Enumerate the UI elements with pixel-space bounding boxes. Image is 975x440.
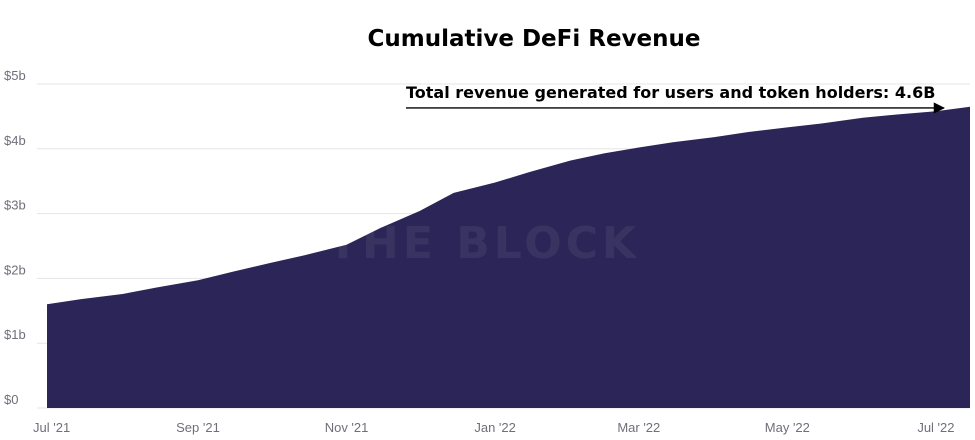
series-area: [47, 106, 970, 408]
y-tick-label: $2b: [4, 262, 26, 277]
y-tick-label: $1b: [4, 327, 26, 342]
y-tick-label: $3b: [4, 198, 26, 213]
x-tick-label: May '22: [765, 420, 810, 435]
y-tick-label: $5b: [4, 68, 26, 83]
y-tick-label: $4b: [4, 133, 26, 148]
watermark: THE BLOCK: [328, 218, 640, 269]
x-tick-label: Jul '22: [917, 420, 954, 435]
x-tick-label: Jan '22: [474, 420, 516, 435]
x-tick-label: Mar '22: [617, 420, 660, 435]
y-axis: $0 $1b $2b $3b $4b $5b: [4, 68, 26, 407]
x-axis: Jul '21 Sep '21 Nov '21 Jan '22 Mar '22 May '…: [33, 420, 954, 435]
x-tick-label: Sep '21: [176, 420, 220, 435]
chart-title: Cumulative DeFi Revenue: [367, 26, 700, 52]
x-tick-label: Nov '21: [325, 420, 369, 435]
x-tick-label: Jul '21: [33, 420, 70, 435]
annotation-text: Total revenue generated for users and to…: [406, 83, 935, 102]
y-tick-label: $0: [4, 392, 18, 407]
